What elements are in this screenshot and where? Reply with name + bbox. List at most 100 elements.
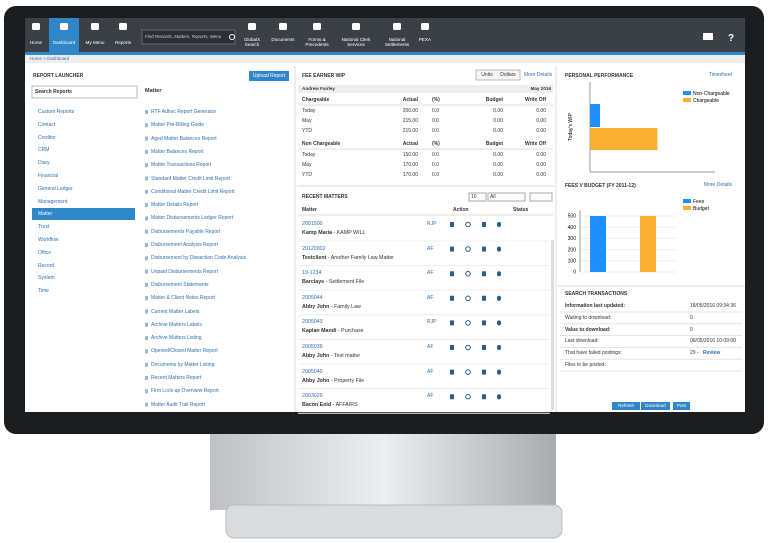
list-title: Matter <box>145 88 162 94</box>
category[interactable]: Time <box>38 288 49 295</box>
nav-item[interactable]: National Settlements <box>384 37 410 47</box>
toggle[interactable] <box>475 69 521 81</box>
report-link[interactable]: RTF Adhoc Report Generator <box>151 109 217 115</box>
bar <box>590 104 600 127</box>
search-reports[interactable] <box>31 85 138 99</box>
nav-item[interactable]: GlobalX Search <box>243 37 261 47</box>
matter-number[interactable]: 2005043 <box>302 319 323 326</box>
report-link[interactable]: Matter & Client Notes Report <box>151 295 215 302</box>
upload-button[interactable] <box>249 71 289 81</box>
report-link[interactable]: Matter Transactions Report <box>151 162 212 169</box>
report-link[interactable]: Firm Lock-up Overview Report <box>151 388 219 395</box>
button <box>612 402 640 410</box>
matter-number[interactable]: 20120002 <box>302 245 326 252</box>
report-link[interactable]: Matter Balances Report <box>151 148 204 155</box>
nav-item[interactable]: Reports <box>114 40 132 45</box>
category[interactable]: Trust <box>38 224 50 231</box>
report-link[interactable]: Archive Matters Labels <box>151 321 202 328</box>
row-label: Files to be posted: <box>565 362 606 368</box>
matter-client-line: Abby John - Family Law <box>302 304 361 310</box>
legend-label: Non-Chargeable <box>693 91 730 97</box>
report-link[interactable]: Conditional Matter Credit Limit Report <box>151 188 235 195</box>
report-link[interactable]: Disbursement by Dissection Code Analysis <box>151 255 247 262</box>
chat-icon[interactable] <box>703 33 713 40</box>
nav-item[interactable]: Home <box>29 40 43 45</box>
report-link[interactable]: Matter Disbursements Ledger Report <box>151 215 234 222</box>
filter[interactable] <box>487 192 526 202</box>
report-icon <box>145 176 148 181</box>
category[interactable]: Office <box>38 249 51 256</box>
button-label[interactable]: Refresh <box>617 403 635 408</box>
button-label[interactable]: Post <box>676 403 687 408</box>
category[interactable]: General Ledger <box>38 185 73 192</box>
row-label: Today <box>302 152 316 158</box>
category[interactable]: Custom Reports <box>38 109 75 115</box>
help-icon[interactable]: ? <box>728 33 734 44</box>
matter-number[interactable]: 2003029 <box>302 393 323 400</box>
report-link[interactable]: Disbursement Statements <box>151 281 209 288</box>
category[interactable]: Financial <box>38 173 59 179</box>
matter-number[interactable]: 2005040 <box>302 368 323 375</box>
category[interactable]: Workflow <box>38 237 59 243</box>
nav-item[interactable]: Forms & Precedents <box>305 37 329 47</box>
matter-number[interactable]: 2005044 <box>302 294 323 301</box>
category[interactable]: System <box>38 275 55 282</box>
category[interactable]: Diary <box>38 160 50 167</box>
filter2[interactable] <box>529 192 553 202</box>
report-link[interactable]: Standard Matter Credit Limit Report <box>151 175 230 182</box>
report-link[interactable]: Matter Audit Trail Report <box>151 401 205 408</box>
matter-number[interactable]: 2001500 <box>302 221 323 227</box>
report-link[interactable]: Unpaid Disbursements Report <box>151 268 218 275</box>
report-link[interactable]: Disbursements Payable Report <box>151 228 221 235</box>
nav-item[interactable]: National Clerk Services <box>341 37 371 47</box>
report-link[interactable]: Recent Matters Report <box>151 375 202 381</box>
category[interactable]: Contact <box>38 121 56 128</box>
upload-button[interactable]: Upload Report <box>252 73 286 79</box>
report-link[interactable]: Opened/Closed Matter Report <box>151 348 218 355</box>
column-header: (%) <box>432 141 440 147</box>
page-size[interactable] <box>468 192 487 202</box>
action-icon <box>450 295 454 301</box>
review-link[interactable]: Review <box>703 350 721 357</box>
category[interactable]: Matter <box>38 211 53 218</box>
toggle-option[interactable]: Dollars <box>500 72 516 78</box>
nav-item[interactable]: PEXA <box>418 37 432 42</box>
category[interactable]: Management <box>38 198 68 205</box>
nav-item[interactable]: Documents <box>271 37 295 42</box>
fee-earner: AF <box>427 270 434 277</box>
nav-icon <box>421 23 429 30</box>
chart-link[interactable]: Timesheet <box>708 72 732 78</box>
client: Kaplan Mandi <box>302 328 337 335</box>
report-link[interactable]: Current Matter Labels <box>151 308 200 315</box>
action-icon <box>497 394 501 400</box>
category[interactable]: Creditor <box>38 134 56 141</box>
matter-number[interactable]: 10-1234 <box>302 270 322 277</box>
matter-number[interactable]: 2005039 <box>302 344 323 350</box>
description: - AFFAIRS <box>332 402 358 409</box>
cell: 0.00 <box>536 171 546 178</box>
cell: 0.00 <box>493 171 503 178</box>
report-link[interactable]: Matter Pre-Billing Guide <box>151 122 205 129</box>
category[interactable]: Record <box>38 262 55 269</box>
toggle-option[interactable]: Units <box>481 72 493 78</box>
report-icon <box>145 389 148 394</box>
button-label[interactable]: Download <box>645 403 666 408</box>
report-link[interactable]: Documents by Matter Listing <box>151 361 215 368</box>
report-link[interactable]: Aged Matter Balances Report <box>151 135 217 142</box>
more-link[interactable]: More Details <box>524 72 553 78</box>
report-link[interactable]: Disbursement Analysis Report <box>151 242 218 248</box>
chart-link[interactable]: More Details <box>703 182 732 188</box>
report-link[interactable]: Matter Details Report <box>151 202 199 209</box>
y-tick-label: 300 <box>568 236 577 242</box>
report-link[interactable]: Archive Matters Listing <box>151 335 202 342</box>
description: - Another Family Law Matter <box>327 254 395 261</box>
action-icon <box>465 320 471 326</box>
panel-title: FEE EARNER WIP <box>302 73 346 79</box>
action-icon <box>482 222 486 227</box>
breadcrumb-bar <box>25 55 745 63</box>
nav-item[interactable]: My Menu <box>85 40 105 45</box>
nav-item[interactable]: Dashboard <box>52 40 76 45</box>
category[interactable]: CRM <box>38 147 50 154</box>
action-icon <box>465 369 471 375</box>
